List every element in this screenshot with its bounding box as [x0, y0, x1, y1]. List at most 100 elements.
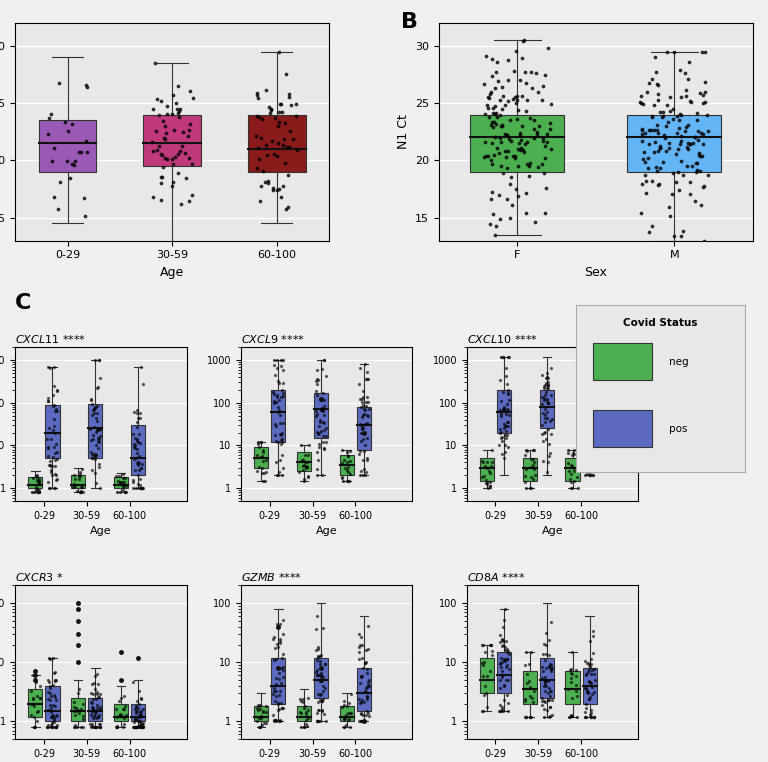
Point: [541, 136, 553, 148]
Point: [586, 456, 598, 469]
Point: [636, 123, 648, 136]
Point: [54, 176, 66, 188]
Point: [507, 93, 519, 105]
Point: [313, 415, 326, 427]
Point: [134, 437, 147, 450]
Point: [588, 711, 600, 723]
Point: [582, 378, 594, 390]
Point: [658, 132, 670, 144]
Point: [538, 392, 550, 404]
Point: [135, 462, 147, 474]
Point: [542, 42, 554, 54]
Point: [570, 684, 582, 696]
Point: [298, 721, 310, 733]
Point: [94, 703, 107, 715]
Point: [651, 145, 664, 157]
Point: [254, 721, 266, 733]
Point: [89, 721, 101, 733]
Point: [581, 398, 593, 410]
Point: [283, 88, 296, 100]
Point: [41, 721, 54, 733]
Point: [259, 175, 271, 187]
Point: [276, 648, 289, 660]
Point: [498, 653, 510, 665]
Point: [660, 46, 673, 58]
Point: [482, 150, 495, 162]
Polygon shape: [339, 706, 354, 722]
Point: [284, 125, 296, 137]
Point: [120, 480, 132, 492]
Point: [84, 687, 97, 699]
Point: [692, 134, 704, 146]
Point: [478, 460, 491, 472]
Point: [485, 456, 498, 468]
Point: [584, 711, 597, 723]
Point: [674, 135, 687, 147]
Point: [539, 639, 551, 652]
Point: [48, 691, 61, 703]
Point: [585, 707, 598, 719]
Point: [360, 682, 372, 694]
Point: [89, 401, 101, 413]
Point: [485, 154, 498, 166]
Point: [494, 213, 506, 225]
Point: [360, 693, 372, 706]
Point: [357, 434, 369, 446]
Point: [338, 700, 350, 712]
Point: [540, 182, 552, 194]
Point: [581, 411, 594, 423]
Point: [268, 148, 280, 160]
Point: [482, 91, 494, 103]
Point: [85, 678, 98, 690]
Point: [271, 641, 283, 653]
Point: [254, 699, 266, 711]
Point: [543, 649, 555, 661]
Point: [582, 415, 594, 427]
Point: [485, 645, 498, 657]
Point: [276, 702, 288, 714]
Point: [493, 146, 505, 158]
Point: [519, 463, 531, 475]
Point: [302, 471, 314, 483]
Point: [86, 718, 98, 730]
Point: [86, 452, 98, 464]
Point: [118, 712, 130, 724]
Point: [524, 711, 536, 723]
Point: [28, 721, 41, 733]
Point: [270, 653, 283, 665]
Point: [268, 359, 280, 371]
Point: [543, 711, 555, 723]
Point: [44, 682, 56, 694]
Point: [538, 416, 551, 428]
Point: [127, 721, 140, 733]
Point: [42, 693, 55, 705]
Point: [161, 100, 173, 112]
Point: [69, 719, 81, 732]
Point: [340, 447, 353, 459]
Point: [318, 442, 330, 454]
Point: [487, 102, 499, 114]
Point: [584, 408, 597, 421]
Point: [675, 109, 687, 121]
Point: [588, 711, 600, 723]
Point: [342, 450, 354, 463]
Point: [277, 180, 290, 192]
Point: [33, 476, 45, 488]
Point: [481, 670, 493, 682]
Point: [89, 411, 101, 424]
Point: [337, 712, 349, 725]
Polygon shape: [339, 455, 354, 475]
Point: [130, 721, 142, 733]
Point: [503, 133, 515, 146]
Point: [311, 378, 323, 390]
Point: [584, 691, 597, 703]
Point: [253, 153, 266, 165]
Point: [498, 452, 510, 464]
Point: [587, 402, 599, 414]
Point: [496, 664, 508, 677]
Point: [687, 160, 699, 172]
Point: [481, 98, 493, 110]
Point: [584, 661, 596, 673]
Point: [285, 98, 297, 110]
Point: [586, 687, 598, 700]
